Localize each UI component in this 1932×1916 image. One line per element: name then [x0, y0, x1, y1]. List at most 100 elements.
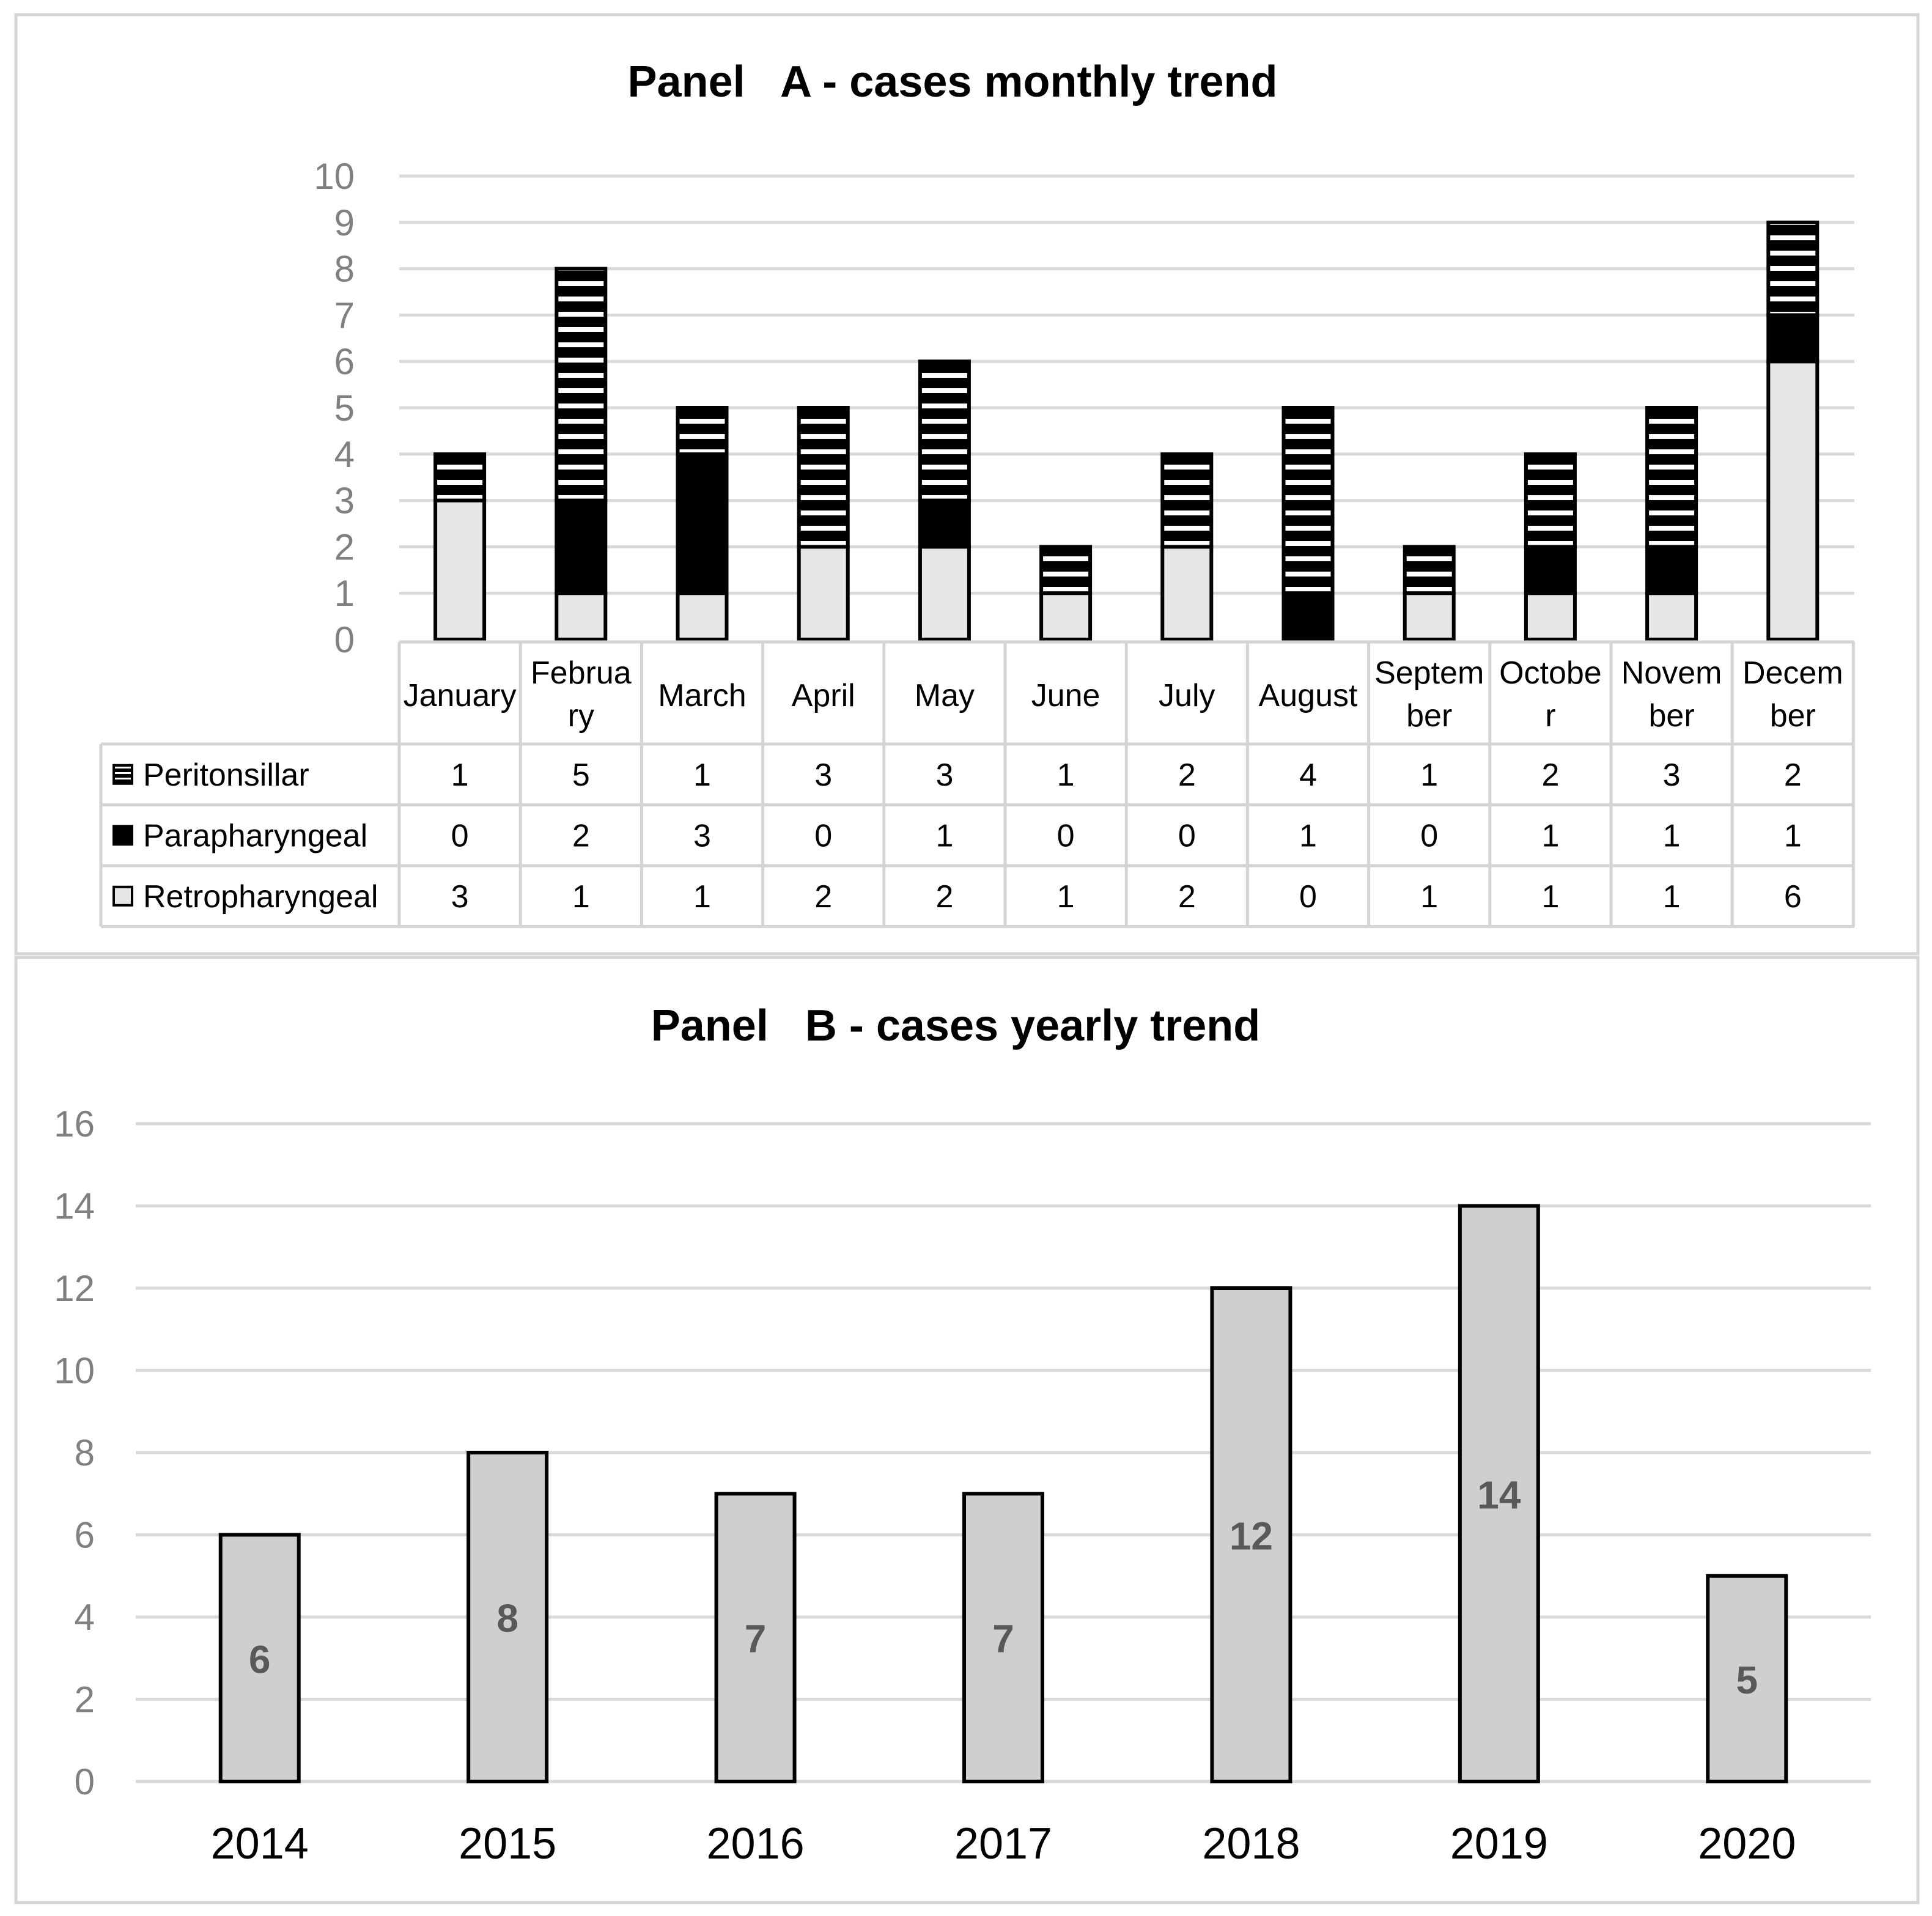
- panel-a-table-cell: 3: [693, 818, 711, 853]
- panel-b-data-label: 5: [1736, 1658, 1758, 1702]
- panel-b-x-tick-label: 2014: [211, 1819, 309, 1868]
- panel-b-x-tick-label: 2015: [459, 1819, 556, 1868]
- panel-a-table-cell: 2: [1178, 879, 1196, 915]
- panel-b-x-axis: 2014 2015 2016 2017 2018 2019 2020: [211, 1819, 1796, 1868]
- panel-a-x-tick-label: Novem: [1621, 655, 1722, 691]
- panel-a-table-cell: 4: [1299, 757, 1317, 793]
- panel-a-bar-segment: [1645, 406, 1698, 549]
- panel-a-gridlines: [399, 174, 1854, 595]
- panel-a-bar-segment: [1160, 545, 1214, 642]
- panel-a-table-cell: 1: [1663, 879, 1681, 915]
- panel-a-x-tick-label: January: [404, 678, 517, 713]
- panel-a-bar-segment: [1645, 591, 1698, 642]
- panel-a-x-tick-label: Septem: [1374, 655, 1484, 691]
- panel-a-bar-segment: [1039, 545, 1093, 595]
- panel-a-bar-segment: [918, 545, 971, 642]
- panel-a-bar-segment: [555, 267, 608, 503]
- panel-b-y-tick-label: 4: [75, 1597, 95, 1638]
- panel-a-table-cell: 2: [1178, 757, 1196, 793]
- panel-a: Panel A - cases monthly trend 0 1 2 3 4 5 6 7 8 9…: [14, 13, 1920, 956]
- panel-b-bar: [962, 1492, 1044, 1783]
- panel-a-y-tick-label: 2: [334, 526, 355, 567]
- panel-b-x-tick-label: 2018: [1202, 1819, 1300, 1868]
- panel-a-table-cell: 2: [1784, 757, 1802, 793]
- panel-a-table-cell: 3: [1663, 757, 1681, 793]
- panel-a-table-cell: 1: [1420, 757, 1438, 793]
- panel-a-y-tick-label: 7: [334, 295, 355, 336]
- panel-a-table-cell: 0: [1420, 818, 1438, 853]
- panel-a-bar-segment: [1524, 452, 1577, 549]
- panel-a-bar-segment: [433, 452, 487, 503]
- panel-b-bar: [1458, 1204, 1540, 1783]
- panel-a-table-cell: 3: [451, 879, 469, 915]
- panel-b-data-label: 14: [1477, 1473, 1521, 1517]
- panel-b-bar: [1210, 1286, 1292, 1783]
- panel-a-x-tick-label: ber: [1649, 698, 1695, 734]
- legend-key-retropharyngeal: [112, 885, 133, 907]
- panel-b-data-label: 6: [249, 1637, 271, 1681]
- panel-a-bar-segment: [676, 452, 729, 595]
- panel-a-x-tick-label: Decem: [1742, 655, 1843, 691]
- panel-a-table-cell: 0: [1178, 818, 1196, 853]
- panel-a-x-tick-label: March: [658, 678, 746, 713]
- panel-a-y-tick-label: 10: [314, 156, 355, 197]
- panel-a-table-cell: 6: [1784, 879, 1802, 915]
- panel-a-bar-segment: [1281, 591, 1335, 642]
- panel-a-table-cell: 2: [572, 818, 590, 853]
- panel-a-bar-segment: [1160, 452, 1214, 549]
- panel-b-x-tick-label: 2016: [706, 1819, 804, 1868]
- panel-a-y-tick-label: 1: [334, 573, 355, 614]
- panel-a-y-tick-label: 4: [334, 434, 355, 475]
- panel-a-data-table: January Februa ry March April May June July Augu…: [99, 640, 1855, 928]
- panel-a-bar-segment: [1524, 591, 1577, 642]
- panel-a-table-cell: 2: [814, 879, 832, 915]
- panel-a-bar-segment: [797, 406, 850, 549]
- panel-a-table-cell: 1: [1541, 879, 1559, 915]
- panel-a-y-tick-label: 6: [334, 341, 355, 382]
- panel-b-bar: [714, 1492, 797, 1783]
- panel-b: Panel B - cases yearly trend 0 2 4 6 8 10 12 14…: [14, 956, 1920, 1904]
- panel-a-x-tick-label: ry: [568, 698, 594, 734]
- panel-a-y-tick-label: 9: [334, 202, 355, 243]
- panel-a-x-tick-label: April: [792, 678, 855, 713]
- panel-b-y-tick-label: 6: [75, 1515, 95, 1556]
- panel-b-y-tick-label: 2: [75, 1679, 95, 1720]
- panel-b-data-label: 7: [745, 1617, 767, 1661]
- panel-a-bar-segment: [1645, 545, 1698, 595]
- panel-b-data-label: 8: [496, 1596, 518, 1640]
- panel-b-y-tick-label: 10: [54, 1350, 95, 1391]
- panel-b-bars: 6 8 7 7 12 14 5: [218, 1204, 1788, 1783]
- panel-b-data-label: 12: [1230, 1514, 1273, 1558]
- legend-label-retropharyngeal: Retropharyngeal: [143, 879, 378, 915]
- panel-a-x-tick-label: ber: [1406, 698, 1452, 734]
- panel-b-bar: [1706, 1574, 1788, 1783]
- panel-b-y-tick-label: 16: [54, 1104, 95, 1144]
- panel-a-table-cell: 1: [572, 879, 590, 915]
- panel-a-x-tick-label: May: [915, 678, 975, 713]
- panel-a-x-tick-label: Octobe: [1499, 655, 1602, 691]
- panel-a-table-cell: 1: [693, 757, 711, 793]
- panel-a-y-tick-label: 5: [334, 388, 355, 429]
- panel-a-bar-segment: [555, 498, 608, 595]
- panel-a-y-axis: 0 1 2 3 4 5 6 7 8 9 10: [314, 156, 355, 660]
- panel-b-y-tick-label: 12: [54, 1268, 95, 1309]
- panel-a-bar-segment: [918, 498, 971, 549]
- legend-key-parapharyngeal: [112, 825, 133, 846]
- panel-b-data-label: 7: [992, 1617, 1014, 1661]
- panel-a-table-cell: 1: [935, 818, 953, 853]
- panel-a-bar-segment: [1403, 545, 1456, 595]
- panel-a-bar-segment: [1281, 406, 1335, 595]
- panel-b-bar: [466, 1451, 549, 1783]
- panel-a-table-cell: 1: [693, 879, 711, 915]
- panel-a-table-cell: 1: [451, 757, 469, 793]
- panel-a-x-tick-label: ber: [1770, 698, 1816, 734]
- panel-b-title: Panel B - cases yearly trend: [651, 1001, 1261, 1050]
- panel-a-bar-segment: [918, 359, 971, 503]
- panel-a-bars: [433, 220, 1820, 642]
- panel-a-table-cell: 3: [814, 757, 832, 793]
- panel-a-table-cell: 1: [1057, 879, 1075, 915]
- panel-a-bar-segment: [1524, 545, 1577, 595]
- panel-a-x-tick-label: June: [1031, 678, 1101, 713]
- panel-a-y-tick-label: 8: [334, 249, 355, 290]
- panel-a-bar-segment: [555, 591, 608, 642]
